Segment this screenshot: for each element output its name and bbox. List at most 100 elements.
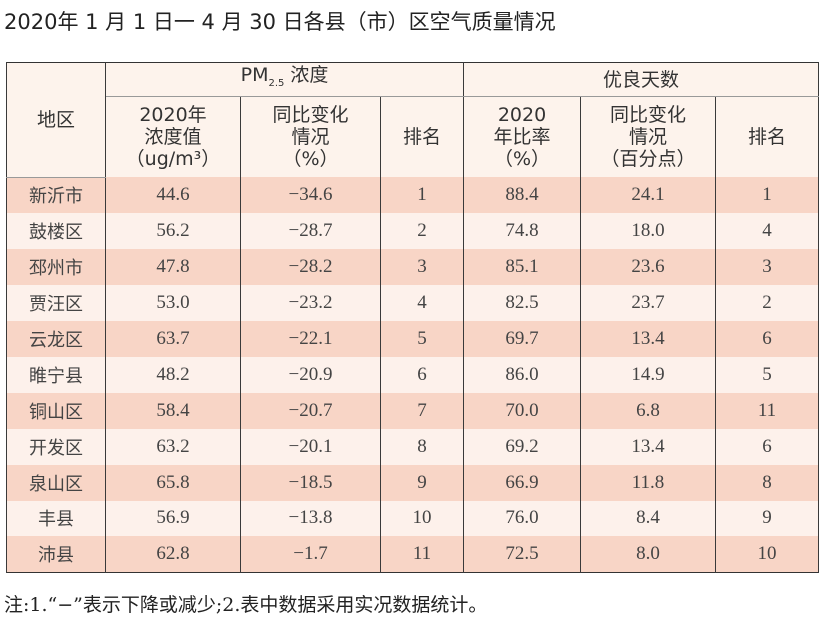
header-pm25-value: 2020年 浓度值 （ug/m³） bbox=[105, 96, 241, 177]
cell-pm25-change: −20.7 bbox=[240, 392, 381, 429]
cell-good-rate: 72.5 bbox=[463, 536, 582, 573]
cell-region: 邳州市 bbox=[6, 249, 106, 286]
cell-good-rank: 5 bbox=[715, 356, 820, 393]
cell-region: 沛县 bbox=[6, 536, 106, 573]
cell-good-rank: 11 bbox=[715, 392, 820, 429]
cell-region: 泉山区 bbox=[6, 464, 106, 501]
cell-good-change: 18.0 bbox=[580, 213, 717, 250]
cell-good-change: 13.4 bbox=[580, 321, 717, 357]
cell-pm25-rank: 11 bbox=[379, 536, 465, 573]
cell-region: 开发区 bbox=[6, 428, 106, 465]
cell-pm25-change: −20.9 bbox=[240, 356, 381, 393]
header-pm25-change: 同比变化 情况 （%） bbox=[240, 96, 381, 177]
table-row: 睢宁县 48.2 −20.9 6 86.0 14.9 5 bbox=[6, 356, 820, 393]
cell-good-rate: 70.0 bbox=[463, 392, 582, 429]
cell-pm25-rank: 10 bbox=[379, 500, 465, 537]
cell-region: 鼓楼区 bbox=[6, 213, 106, 250]
cell-pm25-value: 48.2 bbox=[105, 356, 241, 393]
cell-good-rank: 6 bbox=[715, 428, 820, 465]
table-row: 铜山区 58.4 −20.7 7 70.0 6.8 11 bbox=[6, 392, 820, 429]
cell-good-rate: 76.0 bbox=[463, 500, 582, 537]
footnote: 注:1.“−”表示下降或减少;2.表中数据采用实况数据统计。 bbox=[4, 594, 488, 616]
cell-good-rate: 69.2 bbox=[463, 428, 582, 465]
cell-good-change: 8.4 bbox=[580, 500, 717, 537]
cell-good-rate: 66.9 bbox=[463, 464, 582, 501]
cell-pm25-change: −18.5 bbox=[240, 464, 381, 501]
header-good-rate: 2020 年比率 （%） bbox=[463, 96, 582, 177]
header-pm25-rank: 排名 bbox=[379, 96, 465, 177]
table-row: 云龙区 63.7 −22.1 5 69.7 13.4 6 bbox=[6, 321, 820, 357]
table-row: 鼓楼区 56.2 −28.7 2 74.8 18.0 4 bbox=[6, 213, 820, 250]
cell-good-change: 13.4 bbox=[580, 428, 717, 465]
cell-pm25-rank: 8 bbox=[379, 428, 465, 465]
cell-pm25-value: 44.6 bbox=[105, 177, 241, 214]
cell-good-rate: 69.7 bbox=[463, 321, 582, 357]
header-region: 地区 bbox=[6, 62, 106, 178]
cell-pm25-rank: 4 bbox=[379, 285, 465, 322]
cell-pm25-rank: 1 bbox=[379, 177, 465, 214]
cell-pm25-value: 47.8 bbox=[105, 249, 241, 286]
cell-good-change: 23.6 bbox=[580, 249, 717, 286]
cell-pm25-rank: 7 bbox=[379, 392, 465, 429]
cell-good-change: 24.1 bbox=[580, 177, 717, 214]
cell-pm25-change: −1.7 bbox=[240, 536, 381, 573]
cell-region: 丰县 bbox=[6, 500, 106, 537]
cell-pm25-value: 58.4 bbox=[105, 392, 241, 429]
table-row: 邳州市 47.8 −28.2 3 85.1 23.6 3 bbox=[6, 249, 820, 286]
cell-pm25-value: 56.2 bbox=[105, 213, 241, 250]
table-row: 贾汪区 53.0 −23.2 4 82.5 23.7 2 bbox=[6, 285, 820, 322]
table-row: 新沂市 44.6 −34.6 1 88.4 24.1 1 bbox=[6, 177, 820, 214]
cell-good-rate: 74.8 bbox=[463, 213, 582, 250]
table-row: 泉山区 65.8 −18.5 9 66.9 11.8 8 bbox=[6, 464, 820, 501]
cell-pm25-rank: 3 bbox=[379, 249, 465, 286]
cell-good-rank: 3 bbox=[715, 249, 820, 286]
cell-good-rank: 4 bbox=[715, 213, 820, 250]
cell-good-rank: 2 bbox=[715, 285, 820, 322]
cell-region: 贾汪区 bbox=[6, 285, 106, 322]
header-good-change: 同比变化 情况 （百分点） bbox=[580, 96, 717, 177]
cell-pm25-value: 65.8 bbox=[105, 464, 241, 501]
cell-region: 睢宁县 bbox=[6, 356, 106, 393]
header-good-days-group: 优良天数 bbox=[463, 62, 820, 97]
cell-pm25-change: −23.2 bbox=[240, 285, 381, 322]
cell-pm25-value: 62.8 bbox=[105, 536, 241, 573]
cell-pm25-rank: 2 bbox=[379, 213, 465, 250]
cell-pm25-value: 63.7 bbox=[105, 321, 241, 357]
cell-pm25-rank: 9 bbox=[379, 464, 465, 501]
cell-good-change: 8.0 bbox=[580, 536, 717, 573]
cell-pm25-change: −20.1 bbox=[240, 428, 381, 465]
cell-good-rate: 85.1 bbox=[463, 249, 582, 286]
cell-good-rank: 8 bbox=[715, 464, 820, 501]
table-row: 开发区 63.2 −20.1 8 69.2 13.4 6 bbox=[6, 428, 820, 465]
cell-pm25-change: −22.1 bbox=[240, 321, 381, 357]
cell-good-change: 6.8 bbox=[580, 392, 717, 429]
cell-pm25-rank: 6 bbox=[379, 356, 465, 393]
page-title: 2020年 1 月 1 日一 4 月 30 日各县（市）区空气质量情况 bbox=[4, 10, 556, 34]
table-row: 丰县 56.9 −13.8 10 76.0 8.4 9 bbox=[6, 500, 820, 537]
cell-good-rank: 6 bbox=[715, 321, 820, 357]
cell-pm25-rank: 5 bbox=[379, 321, 465, 357]
cell-pm25-change: −13.8 bbox=[240, 500, 381, 537]
cell-pm25-value: 63.2 bbox=[105, 428, 241, 465]
air-quality-table: 地区 PM2.5 浓度 优良天数 2020年 浓度值 （ug/m³） 同比变化 情况（… bbox=[6, 62, 820, 574]
cell-pm25-change: −34.6 bbox=[240, 177, 381, 214]
header-good-rank: 排名 bbox=[715, 96, 820, 177]
cell-region: 云龙区 bbox=[6, 321, 106, 357]
cell-good-rank: 9 bbox=[715, 500, 820, 537]
cell-pm25-change: −28.2 bbox=[240, 249, 381, 286]
table-body: 新沂市 44.6 −34.6 1 88.4 24.1 1 鼓楼区 56.2 −28.7 2 74.8 1… bbox=[6, 177, 820, 573]
cell-region: 新沂市 bbox=[6, 177, 106, 214]
cell-region: 铜山区 bbox=[6, 392, 106, 429]
cell-pm25-value: 56.9 bbox=[105, 500, 241, 537]
cell-pm25-change: −28.7 bbox=[240, 213, 381, 250]
cell-pm25-value: 53.0 bbox=[105, 285, 241, 322]
cell-good-rate: 82.5 bbox=[463, 285, 582, 322]
cell-good-rate: 88.4 bbox=[463, 177, 582, 214]
cell-good-change: 11.8 bbox=[580, 464, 717, 501]
cell-good-change: 14.9 bbox=[580, 356, 717, 393]
cell-good-change: 23.7 bbox=[580, 285, 717, 322]
cell-good-rank: 10 bbox=[715, 536, 820, 573]
table-row: 沛县 62.8 −1.7 11 72.5 8.0 10 bbox=[6, 536, 820, 573]
cell-good-rank: 1 bbox=[715, 177, 820, 214]
cell-good-rate: 86.0 bbox=[463, 356, 582, 393]
